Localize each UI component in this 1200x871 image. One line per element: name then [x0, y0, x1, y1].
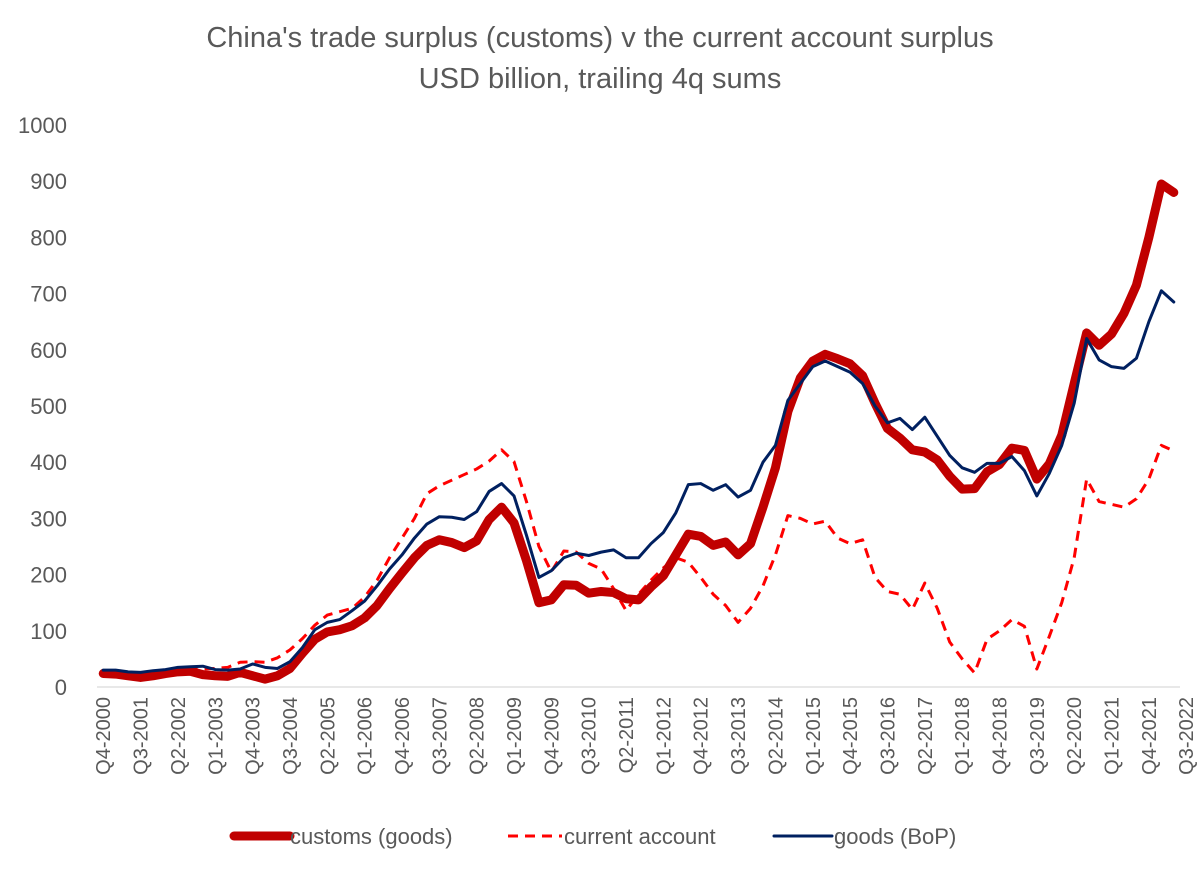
- y-tick-label: 1000: [18, 113, 67, 138]
- x-tick-label: Q2-2005: [317, 697, 339, 775]
- legend-label: customs (goods): [290, 824, 453, 849]
- x-tick-label: Q1-2018: [952, 697, 974, 775]
- series-line: [98, 179, 1179, 684]
- x-tick-label: Q4-2012: [691, 697, 713, 775]
- x-tick-label: Q2-2002: [168, 697, 190, 775]
- x-tick-label: Q4-2003: [243, 697, 265, 775]
- legend-label: current account: [564, 824, 716, 849]
- y-tick-label: 500: [30, 394, 67, 419]
- y-tick-label: 700: [30, 282, 67, 307]
- x-tick-label: Q1-2015: [803, 697, 825, 775]
- y-tick-label: 600: [30, 338, 67, 363]
- x-tick-label: Q3-2013: [728, 697, 750, 775]
- x-tick-label: Q2-2020: [1064, 697, 1086, 775]
- x-tick-label: Q4-2015: [840, 697, 862, 775]
- x-tick-label: Q3-2019: [1027, 697, 1049, 775]
- x-tick-label: Q1-2021: [1102, 697, 1124, 775]
- x-tick-label: Q1-2006: [355, 697, 377, 775]
- y-tick-label: 300: [30, 506, 67, 531]
- x-tick-label: Q3-2007: [429, 697, 451, 775]
- y-axis-ticks: 0 100 200 300 400 500 600 700 800 900 1000: [18, 113, 67, 700]
- x-tick-label: Q2-2014: [765, 697, 787, 775]
- x-tick-label: Q1-2012: [653, 697, 675, 775]
- chart-title: China's trade surplus (customs) v the cu…: [206, 22, 993, 54]
- x-tick-label: Q3-2004: [280, 697, 302, 775]
- y-tick-label: 200: [30, 563, 67, 588]
- y-tick-label: 800: [30, 225, 67, 250]
- x-tick-label: Q3-2016: [877, 697, 899, 775]
- legend-label: goods (BoP): [834, 824, 956, 849]
- x-tick-label: Q2-2011: [616, 697, 638, 773]
- x-tick-label: Q4-2009: [541, 697, 563, 775]
- x-tick-label: Q1-2009: [504, 697, 526, 775]
- legend: customs (goods) current account goods (BoP…: [229, 824, 956, 849]
- x-tick-label: Q3-2001: [131, 697, 153, 775]
- x-tick-label: Q4-2006: [392, 697, 414, 775]
- x-tick-label: Q1-2003: [205, 697, 227, 775]
- series-line: [101, 289, 1176, 674]
- y-tick-label: 0: [55, 675, 67, 700]
- x-tick-label: Q2-2017: [915, 697, 937, 775]
- y-tick-label: 900: [30, 169, 67, 194]
- x-tick-label: Q3-2010: [579, 697, 601, 775]
- chart-subtitle: USD billion, trailing 4q sums: [419, 63, 782, 95]
- x-tick-label: Q2-2008: [467, 697, 489, 775]
- x-axis-ticks: Q4-2000 Q3-2001 Q2-2002 Q1-2003 Q4-2003 Q3-20…: [93, 697, 1198, 775]
- series-line: [103, 443, 1175, 678]
- x-tick-label: Q3-2022: [1176, 697, 1198, 775]
- x-tick-label: Q4-2018: [990, 697, 1012, 775]
- y-tick-label: 400: [30, 450, 67, 475]
- y-tick-label: 100: [30, 619, 67, 644]
- x-tick-label: Q4-2000: [93, 697, 115, 775]
- plot-area: [98, 179, 1179, 684]
- x-tick-label: Q4-2021: [1139, 697, 1161, 775]
